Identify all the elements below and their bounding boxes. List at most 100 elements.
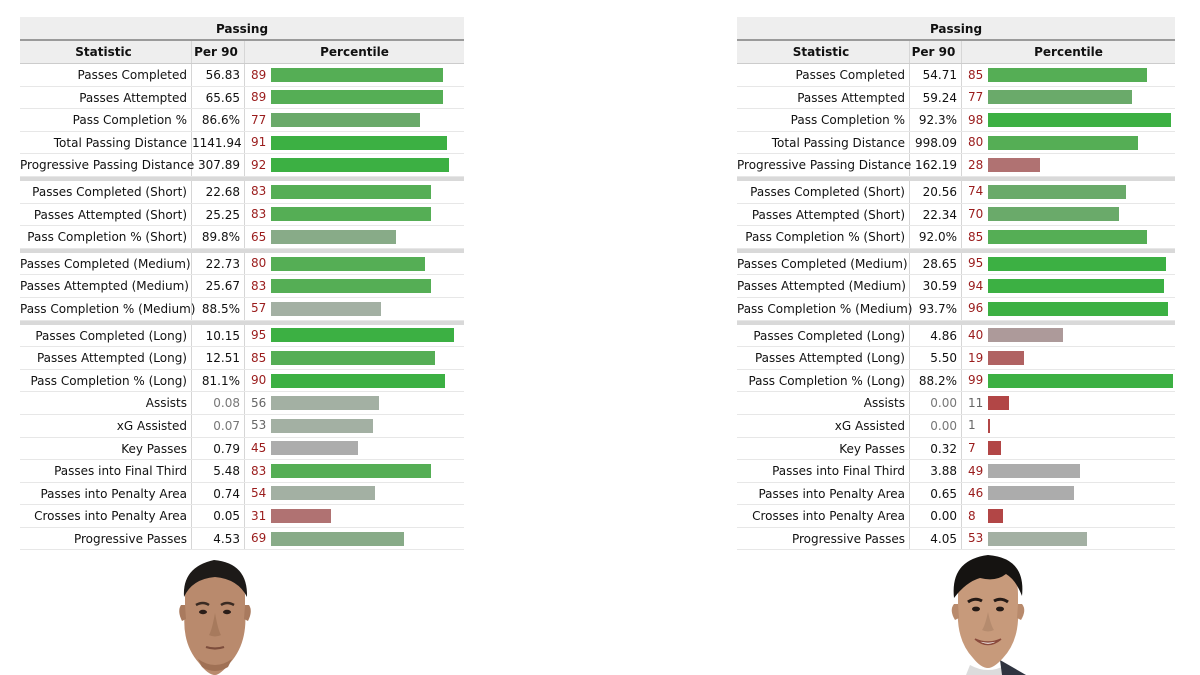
percentile-bar bbox=[988, 207, 1119, 222]
table-row: Total Passing Distance 998.09 80 bbox=[737, 131, 1175, 155]
percentile-cell: 53 bbox=[245, 415, 464, 437]
per90-number: 81.1% bbox=[201, 373, 240, 388]
percentile-bar bbox=[988, 396, 1009, 411]
percentile-cell: 65 bbox=[245, 226, 464, 248]
percentile-bar bbox=[271, 67, 443, 82]
per90-number: 4.86 bbox=[930, 328, 957, 343]
per90-value: 88.5% bbox=[192, 297, 245, 320]
table-row: xG Assisted 0.00 1 bbox=[737, 414, 1175, 438]
per90-value: 0.00 bbox=[910, 414, 962, 437]
percentile-bar-track bbox=[988, 441, 1175, 456]
percentile-number: 8 bbox=[968, 508, 976, 523]
percentile-number: 91 bbox=[251, 135, 267, 150]
percentile-bar-track bbox=[271, 158, 464, 173]
per90-value: 0.32 bbox=[910, 437, 962, 460]
percentile-cell: 11 bbox=[962, 392, 1175, 414]
table-row: Passes Attempted (Short) 25.25 83 bbox=[20, 203, 464, 227]
percentile-cell: 83 bbox=[245, 181, 464, 203]
table-row: Pass Completion % (Short) 89.8% 65 bbox=[20, 226, 464, 249]
percentile-bar bbox=[271, 328, 455, 343]
percentile-bar-track bbox=[271, 486, 464, 501]
percentile-bar bbox=[988, 531, 1088, 546]
percentile-bar bbox=[271, 184, 432, 199]
stat-name: Assists bbox=[737, 392, 910, 414]
percentile-cell: 98 bbox=[962, 109, 1175, 131]
percentile-bar-track bbox=[988, 256, 1175, 271]
percentile-number: 83 bbox=[251, 207, 267, 222]
table-row: Progressive Passing Distance 162.19 28 bbox=[737, 154, 1175, 177]
percentile-bar bbox=[988, 90, 1132, 105]
percentile-bar bbox=[988, 463, 1080, 478]
percentile-number: 83 bbox=[251, 278, 267, 293]
percentile-bar-track bbox=[271, 67, 464, 82]
table-row: Passes Completed (Long) 10.15 95 bbox=[20, 320, 464, 348]
per90-value: 30.59 bbox=[910, 275, 962, 297]
per90-number: 162.19 bbox=[915, 158, 957, 173]
percentile-cell: 69 bbox=[245, 528, 464, 550]
percentile-bar bbox=[988, 441, 1002, 456]
percentile-cell: 77 bbox=[962, 87, 1175, 109]
stat-name: Passes into Final Third bbox=[20, 460, 192, 482]
per90-number: 30.59 bbox=[922, 279, 957, 294]
percentile-number: 54 bbox=[251, 486, 267, 501]
per90-number: 59.24 bbox=[922, 90, 957, 105]
per90-value: 0.74 bbox=[192, 482, 245, 505]
percentile-bar bbox=[988, 279, 1164, 294]
percentile-number: 49 bbox=[968, 463, 984, 478]
per90-value: 0.00 bbox=[910, 392, 962, 414]
percentile-bar bbox=[271, 229, 397, 244]
per90-number: 0.32 bbox=[930, 441, 957, 456]
passing-table-right: Passing Statistic Per 90 Percentile Pass… bbox=[737, 17, 1175, 551]
per90-number: 22.73 bbox=[205, 256, 240, 271]
percentile-bar-track bbox=[988, 396, 1175, 411]
per90-value: 12.51 bbox=[192, 347, 245, 369]
per90-value: 28.65 bbox=[910, 252, 962, 275]
per90-value: 88.2% bbox=[910, 369, 962, 392]
percentile-bar-track bbox=[271, 207, 464, 222]
table-row: Progressive Passes 4.53 69 bbox=[20, 527, 464, 551]
percentile-bar-track bbox=[988, 418, 1175, 433]
percentile-bar bbox=[988, 418, 990, 433]
table-row: Passes Attempted (Short) 22.34 70 bbox=[737, 203, 1175, 227]
percentile-bar bbox=[988, 184, 1127, 199]
table-row: Crosses into Penalty Area 0.00 8 bbox=[737, 505, 1175, 528]
header-statistic: Statistic bbox=[20, 41, 192, 63]
per90-number: 0.79 bbox=[213, 441, 240, 456]
percentile-number: 85 bbox=[251, 350, 267, 365]
percentile-bar-track bbox=[988, 301, 1175, 316]
percentile-number: 56 bbox=[251, 395, 267, 410]
per90-value: 0.79 bbox=[192, 437, 245, 460]
stat-name: Progressive Passing Distance bbox=[737, 154, 911, 176]
percentile-bar bbox=[271, 90, 443, 105]
percentile-bar bbox=[271, 158, 449, 173]
per90-value: 3.88 bbox=[910, 460, 962, 482]
table-row: Assists 0.00 11 bbox=[737, 392, 1175, 415]
table-row: Passes Attempted (Long) 5.50 19 bbox=[737, 347, 1175, 370]
percentile-cell: 89 bbox=[245, 87, 464, 109]
stat-name: Pass Completion % (Medium) bbox=[737, 297, 912, 320]
percentile-number: 80 bbox=[251, 256, 267, 271]
per90-number: 89.8% bbox=[201, 230, 240, 245]
stat-name: Progressive Passes bbox=[737, 527, 910, 550]
per90-number: 998.09 bbox=[915, 135, 957, 150]
percentile-bar bbox=[988, 135, 1138, 150]
table-row: Passes Completed (Short) 20.56 74 bbox=[737, 176, 1175, 204]
table-row: Pass Completion % (Medium) 93.7% 96 bbox=[737, 297, 1175, 321]
per90-value: 89.8% bbox=[192, 226, 245, 248]
per90-number: 12.51 bbox=[205, 351, 240, 366]
percentile-bar bbox=[988, 486, 1075, 501]
percentile-bar bbox=[988, 373, 1174, 388]
table-row: Key Passes 0.32 7 bbox=[737, 437, 1175, 461]
per90-value: 0.07 bbox=[192, 414, 245, 437]
percentile-number: 70 bbox=[968, 207, 984, 222]
table-row: Pass Completion % (Long) 81.1% 90 bbox=[20, 369, 464, 393]
stat-name: Pass Completion % (Medium) bbox=[20, 297, 195, 320]
per90-number: 0.00 bbox=[930, 396, 957, 411]
stat-name: Passes into Final Third bbox=[737, 460, 910, 482]
percentile-cell: 56 bbox=[245, 392, 464, 414]
percentile-bar bbox=[271, 441, 358, 456]
table-title: Passing bbox=[20, 17, 464, 41]
percentile-bar bbox=[271, 135, 447, 150]
table-row: Passes Attempted (Medium) 30.59 94 bbox=[737, 275, 1175, 298]
per90-number: 5.48 bbox=[213, 464, 240, 479]
